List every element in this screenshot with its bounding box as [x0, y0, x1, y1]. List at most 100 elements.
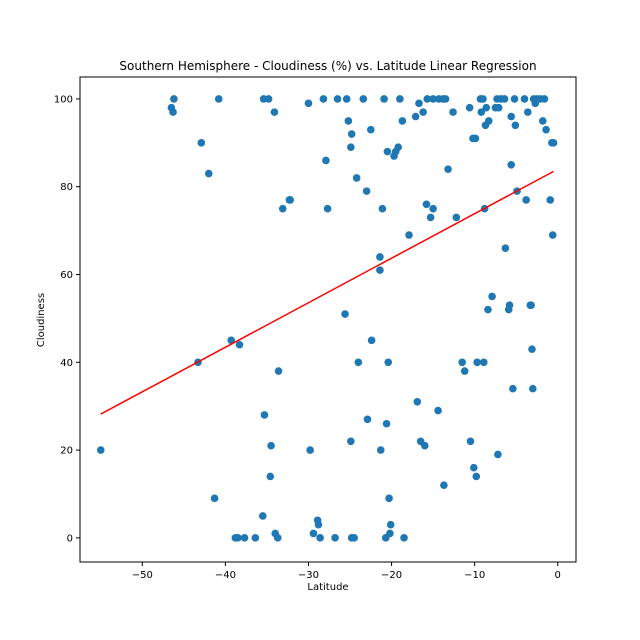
data-point [419, 108, 427, 116]
x-tick-label: −10 [464, 570, 485, 581]
data-point [466, 437, 475, 446]
data-point [473, 358, 481, 367]
y-tick-label: 40 [60, 358, 73, 369]
data-point [376, 253, 384, 261]
data-point [510, 95, 519, 103]
data-point [540, 95, 549, 103]
data-point [398, 117, 407, 125]
data-point [366, 125, 375, 134]
data-point [482, 103, 491, 112]
plot-area: −50 −40 −30 −20 −10 0 0 20 40 60 80 100 [54, 76, 577, 581]
data-point [350, 534, 358, 542]
data-point [488, 292, 496, 301]
data-point [380, 95, 388, 103]
data-point [240, 534, 249, 542]
data-point [470, 463, 478, 472]
data-point [548, 231, 557, 239]
data-point [306, 446, 314, 454]
data-point [304, 99, 313, 108]
data-point [274, 367, 283, 375]
data-point [420, 441, 429, 450]
data-point [359, 95, 368, 103]
data-point [264, 95, 273, 103]
y-axis-ticks: 0 20 40 60 80 100 [54, 94, 80, 544]
data-point [386, 529, 394, 538]
data-point [385, 494, 393, 503]
scatter-points [96, 95, 558, 542]
data-point [169, 108, 177, 116]
data-point [411, 112, 420, 121]
data-point [323, 204, 332, 213]
data-point [376, 266, 384, 274]
data-point [527, 301, 535, 310]
data-point [511, 121, 520, 130]
data-point [386, 520, 395, 529]
data-point [501, 244, 510, 252]
data-point [472, 472, 481, 481]
data-point [422, 200, 431, 209]
data-point [382, 419, 391, 428]
data-point [341, 310, 349, 318]
data-point [444, 165, 452, 173]
data-point [449, 108, 457, 116]
data-point [378, 204, 387, 213]
data-point [227, 336, 236, 345]
chart-title: Southern Hemisphere - Cloudiness (%) vs.… [119, 59, 536, 73]
data-point [384, 358, 393, 367]
data-point [342, 95, 351, 103]
data-point [507, 112, 515, 121]
data-point [214, 95, 223, 103]
y-tick-label: 80 [60, 182, 73, 193]
x-axis-label: Latitude [307, 582, 348, 593]
x-tick-label: −40 [215, 570, 236, 581]
data-point [524, 108, 532, 116]
data-point [309, 529, 318, 538]
y-axis-label: Cloudiness [36, 293, 47, 347]
data-point [434, 406, 442, 415]
data-point [429, 204, 437, 213]
data-point [235, 340, 244, 349]
data-point [528, 384, 537, 393]
x-tick-label: −30 [298, 570, 319, 581]
data-point [538, 117, 547, 125]
data-point [363, 415, 372, 424]
data-point [266, 472, 275, 481]
regression-line [100, 170, 554, 415]
data-point [494, 450, 502, 459]
y-tick-label: 0 [67, 533, 73, 544]
x-tick-label: −20 [381, 570, 402, 581]
data-point [347, 143, 355, 152]
data-point [251, 534, 260, 542]
data-point [423, 95, 432, 103]
data-point [319, 95, 328, 103]
data-point [542, 125, 550, 134]
data-point [528, 345, 536, 353]
data-point [426, 213, 435, 222]
data-point [507, 160, 515, 169]
data-point [405, 231, 413, 239]
data-point [522, 196, 530, 204]
data-point [210, 494, 219, 503]
x-tick-label: 0 [555, 570, 561, 581]
data-point [494, 103, 503, 112]
data-point [549, 139, 558, 147]
data-point [413, 397, 422, 406]
data-point [505, 301, 514, 310]
data-point [278, 204, 287, 213]
data-point [347, 437, 355, 446]
x-axis-ticks: −50 −40 −30 −20 −10 0 [132, 562, 561, 581]
data-point [520, 95, 529, 103]
data-point [204, 169, 213, 178]
data-point [286, 196, 294, 204]
data-point [367, 336, 376, 345]
data-point [234, 534, 242, 542]
x-tick-label: −50 [132, 570, 153, 581]
data-point [477, 108, 486, 116]
data-point [500, 95, 509, 103]
data-point [267, 441, 275, 450]
data-point [441, 95, 450, 103]
data-point [546, 196, 555, 204]
data-point [471, 134, 480, 143]
data-point [479, 95, 487, 103]
